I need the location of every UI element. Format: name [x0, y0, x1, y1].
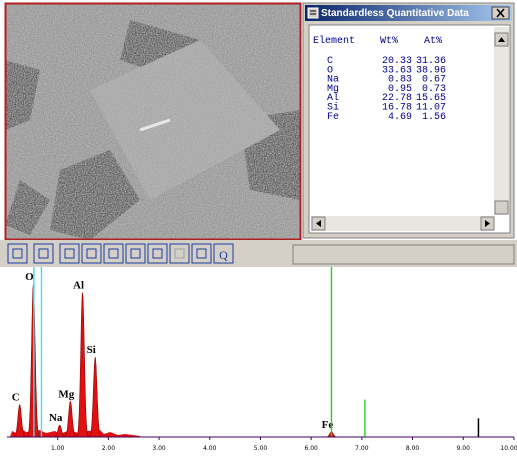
column-header: At% — [424, 36, 442, 47]
x-tick-label: 10.00 — [500, 445, 517, 452]
button-face — [60, 244, 79, 263]
toolbar-button[interactable] — [170, 244, 189, 263]
toolbar-button[interactable] — [8, 244, 27, 263]
sem-image — [5, 3, 301, 240]
quant-window: Standardless Quantitative Data Element Wt… — [303, 3, 514, 238]
peak-label: Si — [87, 344, 96, 356]
toolbar-button[interactable] — [82, 244, 101, 263]
button-face — [8, 244, 27, 263]
button-face — [82, 244, 101, 263]
x-tick-label: 3.00 — [152, 445, 166, 452]
toolbar-button[interactable] — [104, 244, 123, 263]
button-face — [104, 244, 123, 263]
button-face — [192, 244, 211, 263]
peak-label: C — [12, 392, 20, 404]
close-button[interactable] — [492, 7, 509, 19]
x-tick-label: 5.00 — [254, 445, 268, 452]
button-face — [126, 244, 145, 263]
toolbar-button[interactable] — [148, 244, 167, 263]
peak-label: Na — [49, 412, 63, 424]
peak-label: O — [25, 271, 34, 283]
element-cell: Fe — [327, 112, 339, 123]
x-tick-label: 7.00 — [355, 445, 369, 452]
at-cell: 1.56 — [422, 112, 446, 123]
page: Standardless Quantitative Data Element Wt… — [0, 0, 517, 457]
button-face — [170, 244, 189, 263]
peak-label: Mg — [58, 388, 74, 400]
x-tick-label: 8.00 — [406, 445, 420, 452]
wt-cell: 4.69 — [388, 112, 412, 123]
h-scrollbar[interactable] — [311, 216, 494, 231]
button-face — [148, 244, 167, 263]
toolbar-button[interactable] — [34, 244, 53, 263]
column-header: Element — [313, 35, 355, 47]
x-tick-label: 9.00 — [457, 445, 471, 452]
toolbar: Q — [0, 240, 517, 267]
column-header: Wt% — [380, 36, 398, 47]
status-field — [293, 245, 514, 264]
x-tick-label: 6.00 — [304, 445, 318, 452]
v-scrollbar[interactable] — [494, 27, 509, 215]
x-tick-label: 1.00 — [51, 445, 65, 452]
peak-label: Al — [73, 280, 84, 292]
window-title: Standardless Quantitative Data — [321, 8, 469, 19]
toolbar-button[interactable] — [126, 244, 145, 263]
x-tick-label: 2.00 — [102, 445, 116, 452]
button-face — [34, 244, 53, 263]
screen: Standardless Quantitative Data Element Wt… — [0, 0, 517, 457]
toolbar-button[interactable] — [60, 244, 79, 263]
zoom-button-label[interactable]: Q — [219, 248, 228, 262]
x-tick-label: 4.00 — [203, 445, 217, 452]
toolbar-button[interactable] — [192, 244, 211, 263]
